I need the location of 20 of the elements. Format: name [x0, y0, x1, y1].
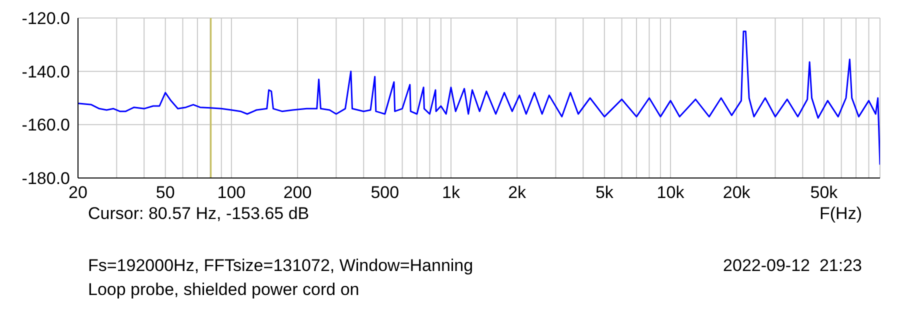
x-tick-label: 10k	[656, 183, 685, 202]
x-tick-label: 50k	[810, 183, 838, 202]
y-tick-label: -180.0	[22, 169, 70, 188]
x-tick-label: 5k	[595, 183, 614, 202]
y-tick-label: -140.0	[22, 62, 70, 82]
x-tick-label: 100	[217, 183, 246, 202]
x-tick-label: 20	[68, 183, 88, 202]
x-tick-label: 2k	[508, 183, 527, 202]
x-axis-title: F(Hz)	[820, 204, 862, 224]
y-tick-label: -120.0	[22, 9, 70, 28]
x-tick-label: 20k	[722, 183, 751, 202]
x-tick-label: 500	[370, 183, 400, 202]
x-tick-label: 50	[156, 183, 175, 202]
x-tick-label: 1k	[442, 183, 460, 202]
x-tick-label: 200	[283, 183, 312, 202]
text: 2022-09-12 21:23	[723, 256, 862, 276]
y-tick-label: -160.0	[22, 116, 70, 135]
text: Cursor: 80.57 Hz, -153.65 dB	[88, 204, 310, 224]
text: Loop probe, shielded power cord on	[88, 280, 360, 300]
text: Fs=192000Hz, FFTsize=131072, Window=Hanning	[88, 256, 474, 276]
